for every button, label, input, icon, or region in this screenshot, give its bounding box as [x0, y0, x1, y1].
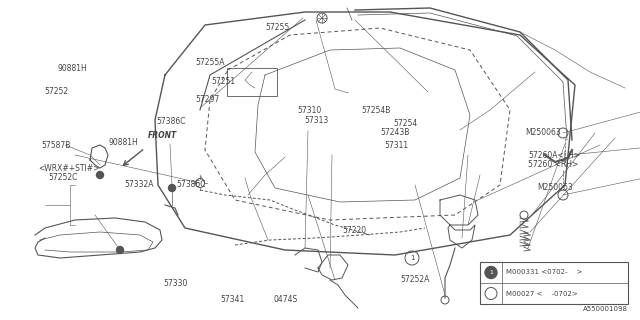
- Circle shape: [116, 246, 124, 253]
- Text: 57251: 57251: [211, 77, 236, 86]
- Bar: [480, 262, 628, 304]
- Circle shape: [97, 172, 104, 179]
- Text: 57311: 57311: [384, 141, 408, 150]
- Text: FRONT: FRONT: [148, 131, 177, 140]
- Text: 57252A: 57252A: [400, 276, 429, 284]
- Text: 57255: 57255: [266, 23, 290, 32]
- Text: 57313: 57313: [304, 116, 328, 124]
- Circle shape: [168, 185, 175, 191]
- Text: 1: 1: [489, 270, 493, 275]
- Text: 57220: 57220: [342, 226, 367, 235]
- Text: 57254B: 57254B: [362, 106, 391, 115]
- Text: 57255A: 57255A: [195, 58, 225, 67]
- Text: 57297: 57297: [195, 95, 220, 104]
- Text: 57252C: 57252C: [48, 173, 77, 182]
- Text: A550001098: A550001098: [583, 306, 628, 312]
- Text: 57341: 57341: [221, 295, 245, 304]
- Text: M00027 <    -0702>: M00027 < -0702>: [506, 291, 578, 297]
- Text: 57260 <RH>: 57260 <RH>: [528, 160, 579, 169]
- Text: 57254: 57254: [394, 119, 418, 128]
- Text: M000331 <0702-    >: M000331 <0702- >: [506, 269, 582, 276]
- Text: 90881H: 90881H: [58, 64, 87, 73]
- Text: M250063: M250063: [538, 183, 573, 192]
- Text: 57260A<LH>: 57260A<LH>: [528, 151, 580, 160]
- Text: 57330: 57330: [163, 279, 188, 288]
- Circle shape: [485, 267, 497, 278]
- Text: 0474S: 0474S: [274, 295, 298, 304]
- Text: 57252: 57252: [45, 87, 69, 96]
- Text: M250063: M250063: [525, 128, 561, 137]
- Bar: [227, 68, 277, 96]
- Text: 57386C: 57386C: [176, 180, 205, 188]
- Text: 57587B: 57587B: [42, 141, 71, 150]
- Text: 57332A: 57332A: [125, 180, 154, 188]
- Text: 57386C: 57386C: [157, 117, 186, 126]
- Text: 1: 1: [410, 255, 414, 261]
- Text: 57310: 57310: [298, 106, 322, 115]
- Text: 90881H: 90881H: [109, 138, 138, 147]
- Text: 57243B: 57243B: [381, 128, 410, 137]
- Text: <WRX#+STI#>: <WRX#+STI#>: [38, 164, 100, 172]
